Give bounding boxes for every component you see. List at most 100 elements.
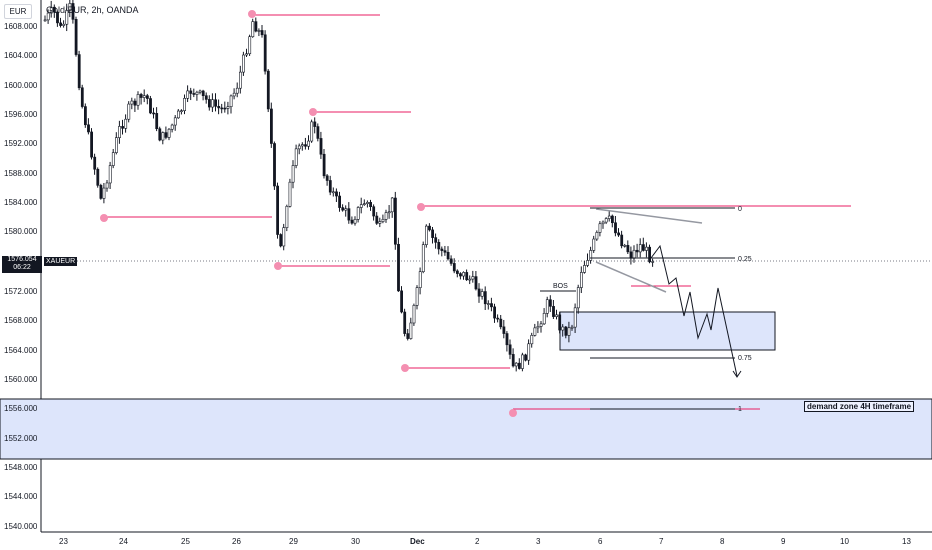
candle-body	[226, 106, 230, 109]
price-label: 1544.000	[4, 492, 38, 501]
time-label: 2	[475, 537, 480, 546]
demand-zone-4h[interactable]	[0, 398, 932, 460]
price-label: 1548.000	[4, 463, 38, 472]
candle-body	[629, 251, 633, 259]
candle-body	[155, 113, 159, 130]
candle-body	[189, 90, 193, 94]
currency-badge[interactable]: EUR	[4, 4, 32, 19]
candle-body	[381, 218, 385, 222]
candle-body	[105, 182, 109, 189]
time-axis-labels: 23 24 25 26 29 30 Dec 2 3 6 7 8 9 10 13	[59, 537, 911, 546]
price-label: 1604.000	[4, 51, 38, 60]
price-label: 1588.000	[4, 169, 38, 178]
demand-zone-small[interactable]	[559, 311, 776, 351]
candle-body	[208, 99, 211, 108]
candle-body	[152, 112, 156, 115]
candle-body	[511, 354, 515, 367]
candle-body	[542, 312, 546, 325]
time-label: 24	[119, 537, 128, 546]
candle-body	[273, 143, 276, 187]
candle-body	[276, 185, 280, 235]
candle-body	[390, 197, 394, 213]
candle-body	[601, 221, 605, 225]
candle-body	[201, 90, 205, 97]
candle-body	[400, 290, 404, 313]
candle-body	[313, 121, 317, 127]
pivot-marker	[309, 108, 317, 116]
candle-body	[465, 272, 469, 281]
pivot-marker	[248, 10, 256, 18]
candle-body	[177, 110, 180, 119]
current-price-tag: 1576.054 06:22	[2, 256, 42, 273]
price-label: 1568.000	[4, 316, 38, 325]
candle-body	[493, 306, 497, 319]
candle-body	[294, 148, 298, 166]
candle-body	[552, 306, 555, 317]
pivot-marker	[417, 203, 425, 211]
time-label: 3	[536, 537, 541, 546]
candle-body	[490, 303, 493, 308]
symbol-legend-title[interactable]: Gold/EUR, 2h, OANDA	[46, 5, 139, 15]
candle-body	[331, 191, 335, 194]
candle-body	[514, 362, 518, 367]
candle-body	[443, 250, 447, 253]
candle-body	[604, 218, 608, 223]
candle-body	[539, 323, 543, 327]
demand-zone-label[interactable]: demand zone 4H timeframe	[804, 401, 915, 412]
candle-body	[65, 10, 69, 25]
candle-body	[505, 333, 509, 346]
candle-body	[393, 197, 397, 245]
price-label: 1596.000	[4, 110, 38, 119]
candle-body	[607, 215, 611, 219]
fib-label-075: 0.75	[738, 355, 752, 362]
candle-body	[130, 100, 134, 105]
candle-body	[180, 110, 183, 112]
candle-body	[80, 87, 84, 107]
candle-body	[307, 140, 311, 147]
candle-body	[84, 106, 87, 126]
candle-body	[614, 222, 617, 234]
candle-body	[517, 362, 521, 369]
candle-body	[198, 90, 202, 93]
candle-body	[229, 95, 233, 107]
wedge-upper-line	[595, 208, 703, 224]
candle-body	[49, 6, 53, 14]
pivot-marker	[401, 364, 409, 372]
candle-body	[211, 99, 214, 108]
price-label: 1600.000	[4, 81, 38, 90]
candle-body	[437, 242, 441, 250]
candle-body	[338, 195, 342, 208]
candle-body	[620, 234, 624, 247]
candle-body	[220, 107, 224, 110]
candle-body	[263, 34, 267, 72]
candle-body	[592, 238, 596, 251]
candle-body	[304, 144, 307, 147]
candle-body	[468, 278, 472, 281]
candle-body	[502, 326, 506, 334]
price-label: 1552.000	[4, 434, 38, 443]
candle-body	[586, 260, 590, 266]
candle-body	[406, 333, 410, 339]
candle-body	[232, 92, 236, 97]
candle-body	[257, 30, 261, 32]
candle-body	[235, 87, 239, 94]
candle-body	[455, 270, 459, 274]
candle-body	[387, 211, 391, 214]
candle-body	[310, 121, 314, 142]
candle-body	[446, 251, 450, 260]
fib-retracement[interactable]: 0 0.25 0.75 1	[590, 206, 752, 413]
candle-body	[564, 326, 568, 336]
candle-body	[635, 249, 639, 253]
candle-body	[93, 156, 97, 170]
candle-body	[115, 137, 118, 153]
candle-body	[173, 117, 177, 126]
candle-body	[279, 234, 283, 247]
candle-body	[282, 227, 286, 247]
candle-body	[483, 291, 487, 305]
price-label: 1560.000	[4, 375, 38, 384]
symbol-tag: XAUEUR	[44, 257, 78, 266]
bar-countdown: 06:22	[13, 264, 31, 271]
candle-body	[335, 191, 338, 197]
candle-body	[149, 98, 152, 114]
